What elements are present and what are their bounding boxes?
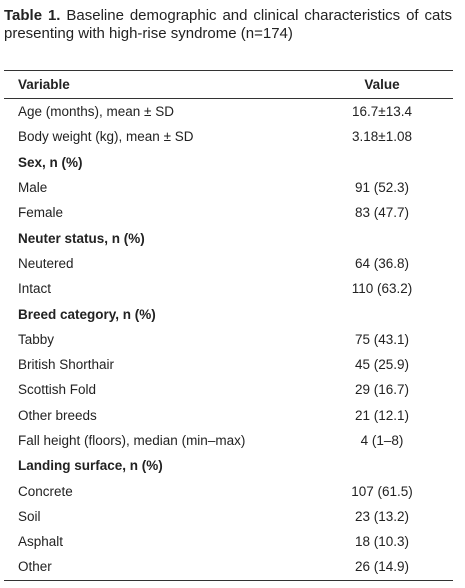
value-cell: 23 (13.2) <box>354 508 410 524</box>
value-cell: 45 (25.9) <box>354 357 410 373</box>
data-row: Age (months), mean ± SD 16.7±13.4 <box>4 99 453 125</box>
empty-cell <box>311 150 453 175</box>
data-row: Fall height (floors), median (min–max) 4 … <box>4 428 453 453</box>
data-row: Asphalt 18 (10.3) <box>4 529 453 554</box>
value-cell: 29 (16.7) <box>354 382 410 398</box>
data-row: Scottish Fold 29 (16.7) <box>4 377 453 402</box>
section-label: Landing surface, n (%) <box>18 458 163 474</box>
variable-cell: Scottish Fold <box>18 382 97 398</box>
value-cell: 75 (43.1) <box>354 331 410 347</box>
variable-cell: Female <box>18 205 64 221</box>
variable-cell: Soil <box>18 508 41 524</box>
data-row: Neutered 64 (36.8) <box>4 251 453 276</box>
variable-cell: Other <box>18 559 52 575</box>
variable-cell: Tabby <box>18 331 55 347</box>
data-row: Male 91 (52.3) <box>4 175 453 200</box>
empty-cell <box>311 453 453 478</box>
variable-cell: British Shorthair <box>18 357 115 373</box>
caption: Table 1. Baseline demographic and clinic… <box>4 7 452 43</box>
caption-text: Baseline demographic and clinical charac… <box>4 7 452 42</box>
section-row: Breed category, n (%) <box>4 301 453 326</box>
variable-cell: Other breeds <box>18 407 97 423</box>
variable-cell: Intact <box>18 281 52 297</box>
header-cell: Value <box>311 70 453 99</box>
data-row: Tabby 75 (43.1) <box>4 327 453 352</box>
value-cell: 4 (1–8) <box>360 433 404 448</box>
variable-cell: Fall height (floors), median (min–max) <box>18 433 246 448</box>
value-cell: 91 (52.3) <box>354 180 410 196</box>
table: Variable Value Age (months), mean ± SD 16… <box>4 70 453 581</box>
value-cell: 64 (36.8) <box>354 255 410 271</box>
variable-cell: Male <box>18 180 48 196</box>
section-row: Sex, n (%) <box>4 150 453 175</box>
data-row: Other 26 (14.9) <box>4 554 453 580</box>
header-row: Variable Value <box>4 70 453 99</box>
section-label: Sex, n (%) <box>18 154 83 170</box>
section-label: Breed category, n (%) <box>18 306 156 322</box>
data-row: Female 83 (47.7) <box>4 200 453 225</box>
value-cell: 83 (47.7) <box>354 205 410 221</box>
variable-cell: Body weight (kg), mean ± SD <box>18 129 194 145</box>
data-row: British Shorthair 45 (25.9) <box>4 352 453 377</box>
data-row: Other breeds 21 (12.1) <box>4 403 453 428</box>
caption-label: Table 1. <box>4 7 61 24</box>
section-label: Neuter status, n (%) <box>18 230 145 246</box>
section-row: Landing surface, n (%) <box>4 453 453 478</box>
empty-cell <box>311 301 453 326</box>
data-row: Body weight (kg), mean ± SD 3.18±1.08 <box>4 124 453 149</box>
table-body: Age (months), mean ± SD 16.7±13.4 Body wei… <box>4 99 453 581</box>
variable-cell: Asphalt <box>18 534 64 550</box>
value-cell: 26 (14.9) <box>354 559 410 575</box>
value-cell: 16.7±13.4 <box>352 104 412 120</box>
variable-cell: Concrete <box>18 483 73 499</box>
value-cell: 18 (10.3) <box>354 534 410 550</box>
section-row: Neuter status, n (%) <box>4 225 453 250</box>
value-cell: 3.18±1.08 <box>352 129 412 145</box>
data-row: Intact 110 (63.2) <box>4 276 453 301</box>
data-row: Concrete 107 (61.5) <box>4 478 453 503</box>
value-cell: 110 (63.2) <box>351 281 413 297</box>
data-row: Soil 23 (13.2) <box>4 504 453 529</box>
variable-cell: Age (months), mean ± SD <box>18 104 174 120</box>
value-cell: 21 (12.1) <box>354 407 410 423</box>
empty-cell <box>311 225 453 250</box>
variable-cell: Neutered <box>18 255 74 271</box>
value-cell: 107 (61.5) <box>351 483 413 499</box>
header-cell: Variable <box>4 70 311 99</box>
